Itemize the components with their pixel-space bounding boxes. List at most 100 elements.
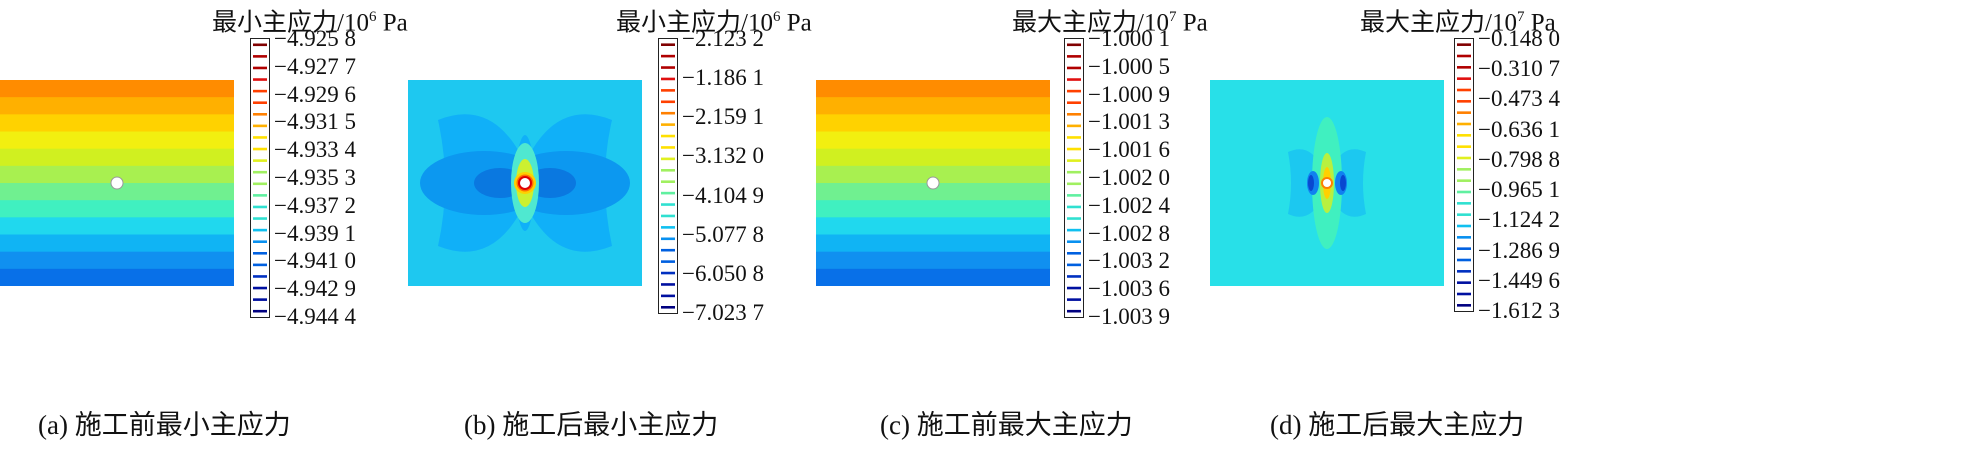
panel-a-title-exp: 6 bbox=[368, 9, 377, 25]
colorbar-tick-label: −1.003 2 bbox=[1088, 248, 1170, 274]
colorbar-tick-label: −7.023 7 bbox=[682, 300, 764, 325]
stress-zone bbox=[1308, 175, 1314, 191]
panel-b-title-unit: Pa bbox=[780, 9, 812, 37]
stress-band bbox=[0, 268, 234, 286]
panel-a-contour-field bbox=[0, 80, 234, 286]
stress-band bbox=[816, 131, 1050, 150]
colorbar-tick-label: −2.159 1 bbox=[682, 104, 764, 130]
stress-band bbox=[816, 234, 1050, 253]
colorbar-tick-label: −4.941 0 bbox=[274, 248, 356, 274]
colorbar-tick-label: −1.001 3 bbox=[1088, 109, 1170, 135]
panel-b-title-exp: 6 bbox=[772, 9, 781, 25]
colorbar-tick-label: −1.612 3 bbox=[1478, 298, 1560, 323]
panel-b-caption: (b) 施工后最小主应力 bbox=[464, 410, 719, 440]
colorbar-tick-label: −4.925 8 bbox=[274, 26, 356, 51]
colorbar-gradient bbox=[1067, 43, 1081, 313]
panel-c-title-text: 最大主应力/10 bbox=[1012, 9, 1169, 37]
colorbar-gradient bbox=[661, 43, 675, 309]
panel-c-title-exp: 7 bbox=[1168, 9, 1177, 25]
panel-b-title-text: 最小主应力/10 bbox=[616, 9, 773, 37]
colorbar-tick-label: −4.929 6 bbox=[274, 81, 356, 107]
panel-b: 最小主应力/106 Pa −2.123 2 −1.186 1 −2.159 1 −3.… bbox=[400, 0, 880, 453]
colorbar-tick-label: −5.077 8 bbox=[682, 221, 764, 247]
stress-band bbox=[816, 268, 1050, 286]
colorbar-tick-label: −1.003 6 bbox=[1088, 276, 1170, 302]
colorbar-tick-label: −1.286 9 bbox=[1478, 237, 1560, 263]
panel-a-title-text: 最小主应力/10 bbox=[212, 9, 369, 37]
panel-c: 最大主应力/107 Pa −1.000 1 −1.000 5 −1.000 9 −1.… bbox=[814, 0, 1294, 453]
panel-b-colorbar-box bbox=[658, 38, 678, 314]
panel-d-title-text: 最大主应力/10 bbox=[1360, 9, 1517, 37]
colorbar-tick-label: −0.148 0 bbox=[1478, 26, 1560, 51]
panel-c-contour-field bbox=[816, 80, 1050, 286]
panel-a: 最小主应力/106 Pa −4.925 8 −4.927 7 −4.929 6 −4.… bbox=[0, 0, 480, 453]
tunnel-opening bbox=[110, 176, 124, 190]
stress-band bbox=[0, 114, 234, 133]
colorbar-tick-label: −1.000 1 bbox=[1088, 26, 1170, 51]
colorbar-tick-label: −4.104 9 bbox=[682, 182, 764, 208]
stress-band bbox=[816, 183, 1050, 201]
colorbar-tick-label: −4.935 3 bbox=[274, 165, 356, 190]
colorbar-tick-label: −1.000 9 bbox=[1088, 81, 1170, 107]
stress-band bbox=[0, 183, 234, 201]
colorbar-tick-label: −4.942 9 bbox=[274, 276, 356, 302]
colorbar-gradient bbox=[253, 43, 267, 313]
colorbar-tick-label: −4.927 7 bbox=[274, 53, 356, 79]
colorbar-tick-label: −1.124 2 bbox=[1478, 207, 1560, 233]
colorbar-tick-label: −1.002 0 bbox=[1088, 165, 1170, 190]
colorbar-tick-label: −1.449 6 bbox=[1478, 267, 1560, 293]
stress-band bbox=[0, 251, 234, 270]
panel-a-title: 最小主应力/106 Pa bbox=[212, 2, 408, 38]
tunnel-opening bbox=[520, 178, 530, 188]
stress-band bbox=[816, 200, 1050, 218]
stress-band bbox=[816, 251, 1050, 270]
colorbar-tick-label: −1.002 4 bbox=[1088, 192, 1170, 218]
stress-band bbox=[0, 217, 234, 236]
stress-band bbox=[0, 97, 234, 115]
colorbar-tick-label: −4.937 2 bbox=[274, 192, 356, 218]
panel-c-caption: (c) 施工前最大主应力 bbox=[880, 410, 1133, 440]
panel-d-title-unit: Pa bbox=[1524, 9, 1556, 37]
panel-a-caption: (a) 施工前最小主应力 bbox=[38, 410, 291, 440]
stress-band bbox=[816, 114, 1050, 133]
stress-band bbox=[816, 80, 1050, 98]
colorbar-tick-label: −0.636 1 bbox=[1478, 116, 1560, 142]
colorbar-tick-label: −1.000 5 bbox=[1088, 53, 1170, 79]
panel-c-title: 最大主应力/107 Pa bbox=[1012, 2, 1208, 38]
panel-d: 最大主应力/107 Pa −0.148 0 −0.310 7 −0.473 4 −0.… bbox=[1206, 0, 1972, 453]
stress-band bbox=[0, 148, 234, 167]
stress-band bbox=[816, 97, 1050, 115]
stress-zone bbox=[1340, 175, 1346, 191]
panel-c-title-unit: Pa bbox=[1176, 9, 1208, 37]
panel-d-contour-field bbox=[1210, 80, 1444, 286]
colorbar-gradient bbox=[1457, 43, 1471, 307]
panel-a-title-unit: Pa bbox=[376, 9, 408, 37]
panel-b-title: 最小主应力/106 Pa bbox=[616, 2, 812, 38]
stress-band bbox=[0, 80, 234, 98]
stress-band bbox=[816, 217, 1050, 236]
colorbar-tick-label: −6.050 8 bbox=[682, 260, 764, 286]
colorbar-tick-label: −0.310 7 bbox=[1478, 56, 1560, 82]
stress-band bbox=[0, 200, 234, 218]
stress-band bbox=[0, 165, 234, 184]
panel-d-caption: (d) 施工后最大主应力 bbox=[1270, 410, 1525, 440]
panel-d-title-exp: 7 bbox=[1516, 9, 1525, 25]
colorbar-tick-label: −4.931 5 bbox=[274, 109, 356, 135]
colorbar-tick-label: −2.123 2 bbox=[682, 26, 764, 51]
colorbar-tick-label: −0.798 8 bbox=[1478, 146, 1560, 172]
stress-band bbox=[0, 234, 234, 253]
colorbar-tick-label: −4.939 1 bbox=[274, 220, 356, 246]
panel-b-contour-field bbox=[408, 80, 642, 286]
stress-band bbox=[816, 165, 1050, 184]
panel-a-colorbar-box bbox=[250, 38, 270, 318]
panel-c-colorbar-box bbox=[1064, 38, 1084, 318]
stress-band bbox=[816, 148, 1050, 167]
colorbar-tick-label: −4.933 4 bbox=[274, 137, 356, 163]
colorbar-tick-label: −1.186 1 bbox=[682, 65, 764, 91]
panel-d-colorbar-box bbox=[1454, 38, 1474, 312]
colorbar-tick-label: −1.001 6 bbox=[1088, 137, 1170, 163]
tunnel-opening bbox=[1323, 179, 1331, 187]
colorbar-tick-label: −1.003 9 bbox=[1088, 304, 1170, 329]
colorbar-tick-label: −0.965 1 bbox=[1478, 177, 1560, 203]
panel-d-title: 最大主应力/107 Pa bbox=[1360, 2, 1556, 38]
